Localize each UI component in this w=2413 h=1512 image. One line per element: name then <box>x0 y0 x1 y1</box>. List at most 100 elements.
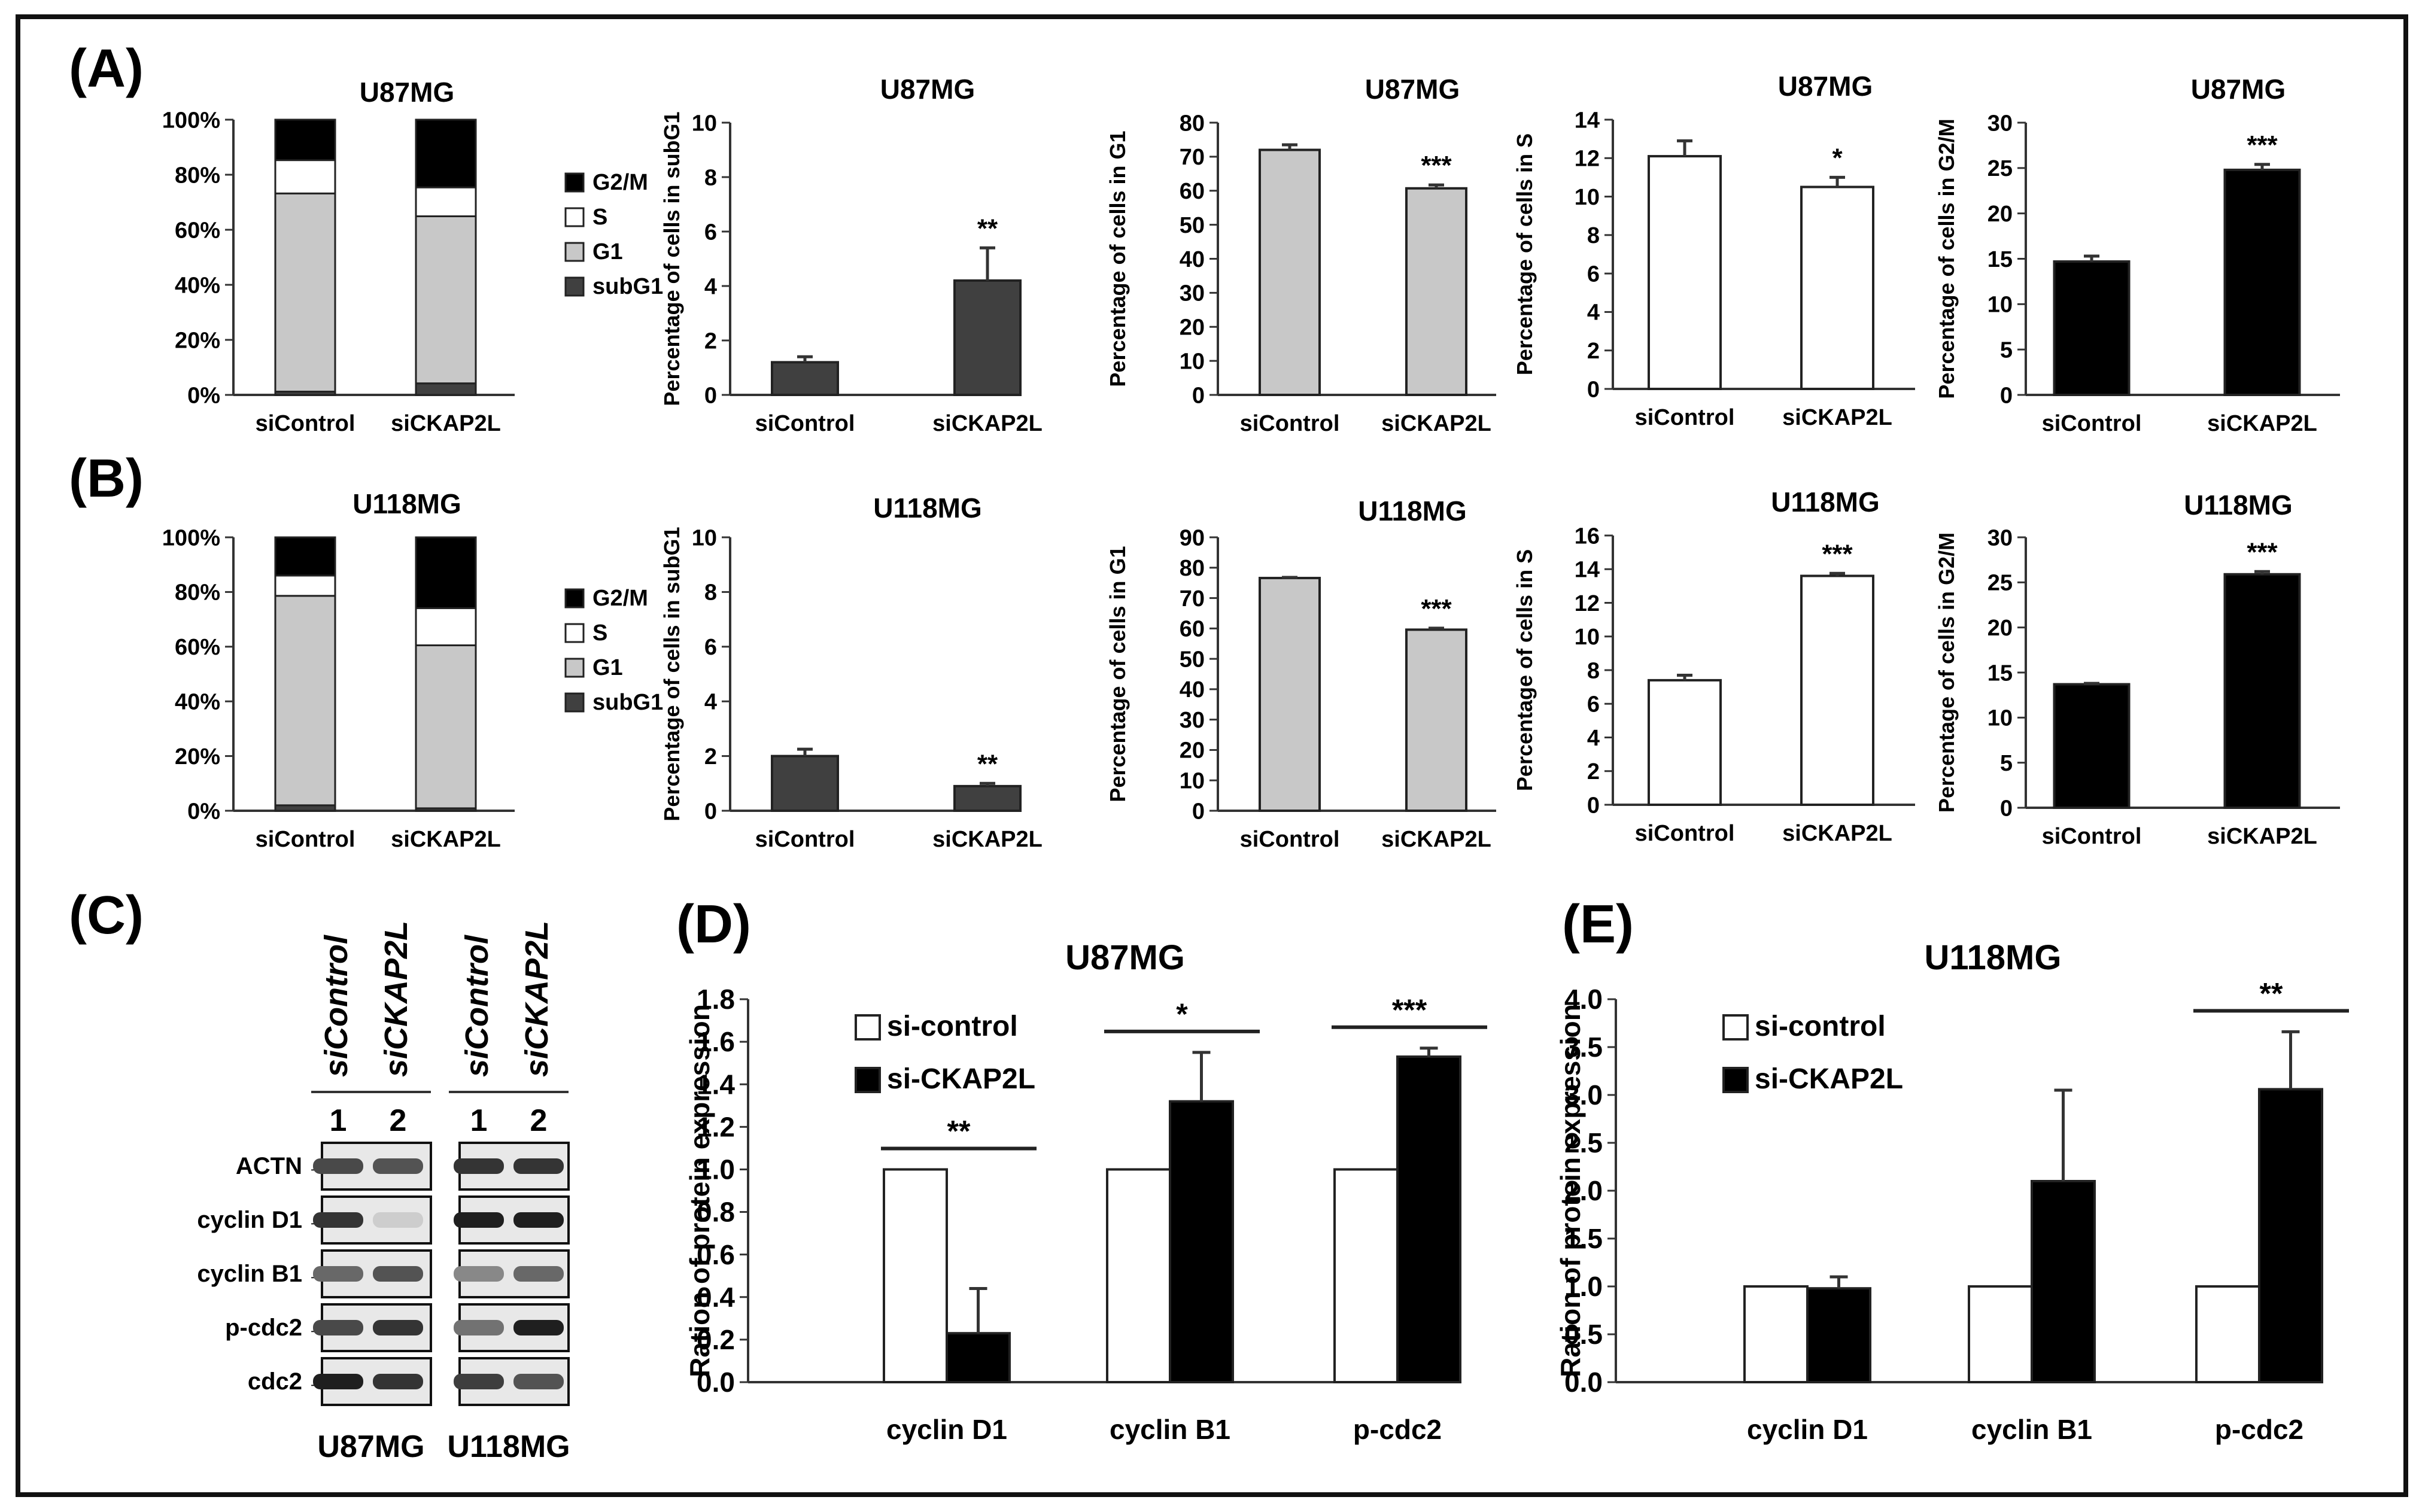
blot-lane-label: siCKAP2L <box>519 921 555 1077</box>
panel-label-c: (C) <box>69 886 144 945</box>
A1-legend-swatch <box>564 242 585 262</box>
A2-significance: ** <box>977 214 998 243</box>
A5-ytick-label: 20 <box>1987 202 2013 227</box>
B4-ytick-label: 2 <box>1587 759 1600 784</box>
panel-label-b: (B) <box>69 449 144 509</box>
blot-band <box>513 1158 564 1174</box>
B3-ytick-label: 20 <box>1180 738 1205 763</box>
D-legend-swatch <box>855 1014 881 1041</box>
A4-ytick-label: 6 <box>1587 261 1600 287</box>
A1-legend-swatch <box>564 276 585 297</box>
D-legend-label: si-CKAP2L <box>887 1063 1035 1095</box>
A4-ytick-label: 2 <box>1587 339 1600 364</box>
E-bar-si-control <box>2195 1285 2260 1383</box>
chart-A3: U87MG 0 10 20 30 40 50 60 70 80 Percentage of cell… <box>1105 74 1496 436</box>
A3-ytick-label: 80 <box>1180 111 1205 136</box>
B4-y-axis-label: Percentage of cells in S <box>1512 549 1537 791</box>
A1-legend-label: G1 <box>592 239 623 264</box>
B3-ytick-label: 40 <box>1180 677 1205 702</box>
B1-bar-segment-g2m <box>415 536 477 609</box>
A2-ytick-label: 0 <box>704 383 717 408</box>
D-ytick-label: 1.2 <box>697 1111 735 1142</box>
B5-ytick-label: 15 <box>1987 661 2013 686</box>
B1-ytick-label: 60% <box>175 635 220 660</box>
B4-significance: *** <box>1822 539 1853 568</box>
B1-legend-label: S <box>592 620 607 646</box>
A1-ytick-label: 80% <box>175 163 220 188</box>
D-title: U87MG <box>1065 938 1185 977</box>
blot-band <box>373 1374 423 1389</box>
chart-B2: U118MG 0 2 4 6 8 10 Percentage of cells in subG… <box>660 492 1043 852</box>
A3-ytick-label: 60 <box>1180 179 1205 204</box>
blot-band <box>454 1158 504 1174</box>
A5-category-label: siCKAP2L <box>2207 411 2317 436</box>
blot-lane-number: 1 <box>470 1103 488 1138</box>
B2-category-label: siCKAP2L <box>932 827 1043 852</box>
blot-band <box>454 1374 504 1389</box>
blot-band <box>313 1266 363 1282</box>
E-ytick-label: 2.0 <box>1564 1175 1603 1206</box>
D-legend-swatch <box>855 1067 881 1093</box>
A5-bar <box>2223 168 2301 396</box>
A1-legend-label: subG1 <box>592 274 663 299</box>
D-bar-si-control <box>1333 1168 1399 1383</box>
B1-bar-segment-g1 <box>274 595 336 807</box>
E-significance: ** <box>2260 976 2283 1010</box>
B1-ytick-label: 80% <box>175 580 220 606</box>
blot-band <box>313 1212 363 1228</box>
B2-category-label: siControl <box>755 827 855 852</box>
chart-B1: U118MG 0% 20% 40% 60% 80% 100% siControl siCKAP2… <box>162 488 663 852</box>
A1-bar-segment-g1 <box>415 215 477 385</box>
B2-significance: ** <box>977 749 998 778</box>
B1-category-label: siControl <box>256 827 355 852</box>
A1-bar-segment-g1 <box>274 192 336 393</box>
B2-ytick-label: 0 <box>704 799 717 824</box>
blot-band <box>373 1320 423 1335</box>
B1-ytick-label: 40% <box>175 690 220 715</box>
E-legend-label: si-control <box>1755 1011 1886 1042</box>
B1-legend-swatch <box>564 623 585 643</box>
A2-ytick-label: 2 <box>704 328 717 354</box>
chart-D: U87MG 0.0 0.2 0.4 0.6 0.8 1.0 1.2 1.4 1.6 1.8Ratio… <box>684 938 1487 1445</box>
A1-bar-segment-g2m <box>415 118 477 188</box>
A2-ytick-label: 4 <box>704 274 717 299</box>
A4-y-axis-label: Percentage of cells in S <box>1512 133 1537 375</box>
E-bar-si-ckap2l <box>1806 1287 1871 1383</box>
B3-category-label: siCKAP2L <box>1381 827 1491 852</box>
blot-band <box>454 1266 504 1282</box>
A5-ytick-label: 25 <box>1987 156 2013 181</box>
A1-bar-segment-subg1 <box>415 382 477 396</box>
B1-ytick-label: 100% <box>162 525 220 550</box>
A5-ytick-label: 0 <box>2000 383 2013 408</box>
blot-cell-line-label: U118MG <box>447 1429 570 1464</box>
A2-ytick-label: 6 <box>704 220 717 245</box>
blot-band <box>373 1158 423 1174</box>
A3-ytick-label: 30 <box>1180 281 1205 306</box>
D-ytick-label: 0.2 <box>697 1324 735 1355</box>
B3-ytick-label: 80 <box>1180 556 1205 581</box>
A1-ytick-label: 20% <box>175 328 220 353</box>
chart-B3: U118MG 0 10 20 30 40 50 60 70 80 90 Percentage of c… <box>1105 495 1496 852</box>
A1-legend-swatch <box>564 172 585 193</box>
B1-legend-swatch <box>564 658 585 678</box>
A3-bar <box>1259 148 1321 396</box>
D-significance: * <box>1176 997 1188 1031</box>
D-bar-si-ckap2l <box>946 1332 1011 1383</box>
blot-band <box>373 1212 423 1228</box>
D-ytick-label: 1.4 <box>697 1069 735 1100</box>
E-category-label: cyclin B1 <box>1971 1414 2092 1445</box>
D-bar-si-ckap2l <box>1169 1100 1234 1383</box>
D-category-label: cyclin D1 <box>886 1414 1007 1445</box>
A2-ytick-label: 8 <box>704 165 717 190</box>
chart-A2: U87MG 0 2 4 6 8 10 Percentage of cells in subG1… <box>660 74 1043 436</box>
A1-bar-segment-g2m <box>274 118 336 162</box>
D-ytick-label: 0.0 <box>697 1367 735 1398</box>
E-ytick-label: 2.5 <box>1564 1127 1603 1158</box>
A4-ytick-label: 4 <box>1587 300 1600 325</box>
E-ytick-label: 1.5 <box>1564 1223 1603 1254</box>
A1-legend-label: G2/M <box>592 170 648 195</box>
B5-ytick-label: 20 <box>1987 616 2013 641</box>
A3-title: U87MG <box>1365 74 1460 105</box>
A3-ytick-label: 50 <box>1180 213 1205 238</box>
